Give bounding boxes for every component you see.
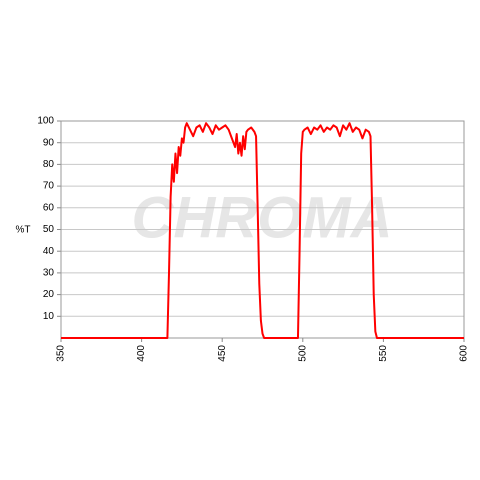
y-tick-label: 90 [43,137,55,148]
y-tick-label: 30 [43,268,55,279]
x-tick-label: 450 [217,345,228,362]
y-tick-label: 70 [43,181,55,192]
y-tick-label: 80 [43,159,55,170]
plot-frame [60,120,465,339]
y-tick-label: 50 [43,224,55,235]
y-tick-label: 10 [43,311,55,322]
y-tick-label: 40 [43,246,55,257]
y-tick-label: 60 [43,202,55,213]
y-tick-label: 100 [37,116,54,127]
series-line [61,122,464,339]
x-tick-label: 550 [378,345,389,362]
x-tick-label: 350 [56,345,67,362]
watermark: CHROMA [132,185,393,250]
x-tick-label: 400 [136,345,147,362]
x-tick-label: 500 [297,345,308,362]
y-axis-label: %T [16,225,31,236]
y-tick-label: 20 [43,289,55,300]
x-tick-label: 600 [459,345,470,362]
